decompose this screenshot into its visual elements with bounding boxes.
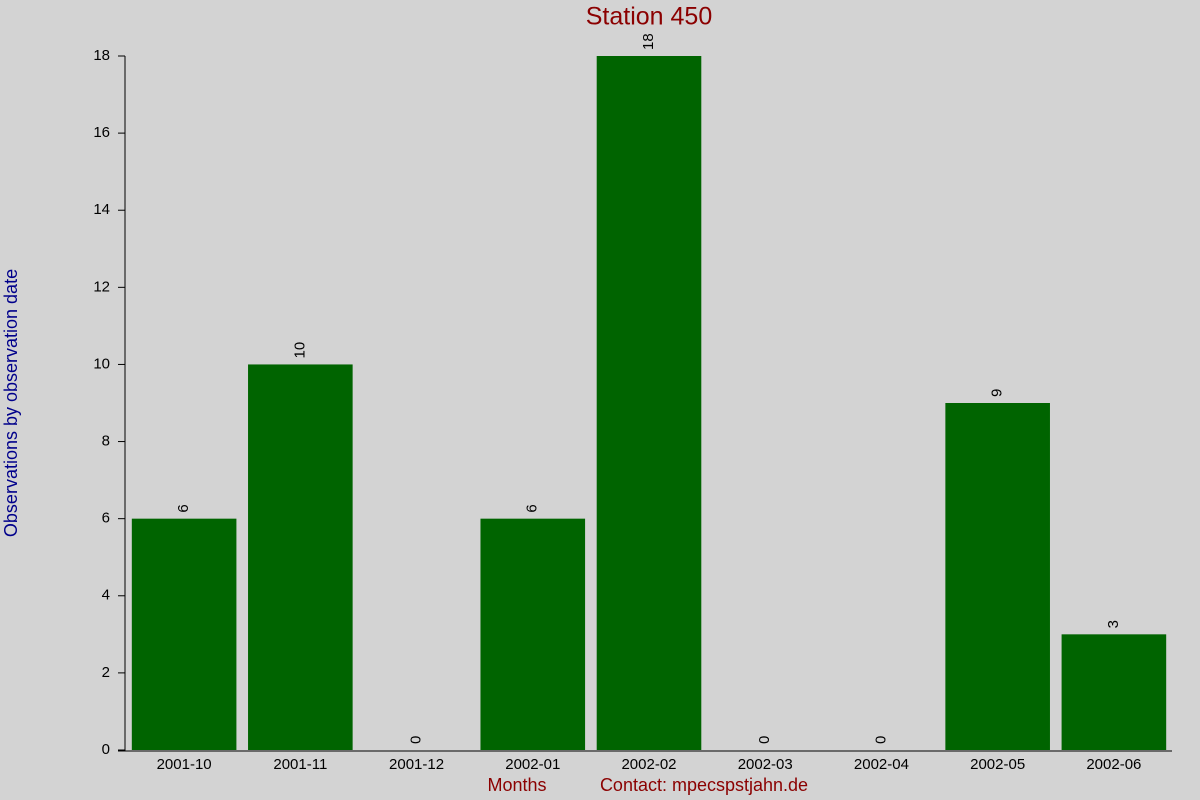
x-tick-label: 2002-02: [621, 756, 676, 773]
x-axis-label: Months: [487, 775, 546, 795]
x-tick-label: 2002-04: [854, 756, 909, 773]
bar: [480, 518, 586, 750]
x-tick-label: 2002-01: [505, 756, 560, 773]
y-tick-label: 6: [102, 510, 110, 527]
bar: [1061, 634, 1167, 750]
bar: [248, 364, 353, 750]
x-tick-label: 2001-11: [273, 756, 327, 773]
y-tick-label: 4: [102, 587, 110, 604]
value-label: 0: [408, 736, 425, 744]
y-tick-label: 0: [102, 741, 110, 758]
value-label: 9: [989, 389, 1006, 397]
x-tick-label: 2002-06: [1086, 756, 1141, 773]
y-tick-label: 10: [93, 355, 110, 372]
bar: [596, 56, 702, 750]
y-tick-label: 2: [102, 664, 110, 681]
y-tick-label: 14: [93, 201, 110, 218]
bar: [945, 403, 1050, 750]
value-label: 6: [524, 504, 541, 512]
value-label: 0: [872, 736, 889, 744]
value-label: 18: [640, 33, 657, 50]
chart-title: Station 450: [586, 3, 713, 31]
y-tick-label: 16: [93, 124, 110, 141]
value-label: 10: [291, 342, 308, 359]
x-tick-label: 2002-05: [970, 756, 1025, 773]
value-label: 3: [1105, 620, 1122, 628]
x-tick-label: 2002-03: [738, 756, 793, 773]
bar: [131, 518, 237, 750]
y-axis-label: Observations by observation date: [1, 269, 21, 537]
y-tick-label: 18: [93, 47, 110, 64]
x-tick-label: 2001-10: [157, 756, 212, 773]
y-tick-label: 12: [93, 278, 110, 295]
x-tick-label: 2001-12: [389, 756, 444, 773]
value-label: 0: [756, 736, 773, 744]
contact: Contact: mpecspstjahn.de: [600, 775, 808, 795]
value-label: 6: [175, 504, 192, 512]
y-tick-label: 8: [102, 433, 110, 450]
